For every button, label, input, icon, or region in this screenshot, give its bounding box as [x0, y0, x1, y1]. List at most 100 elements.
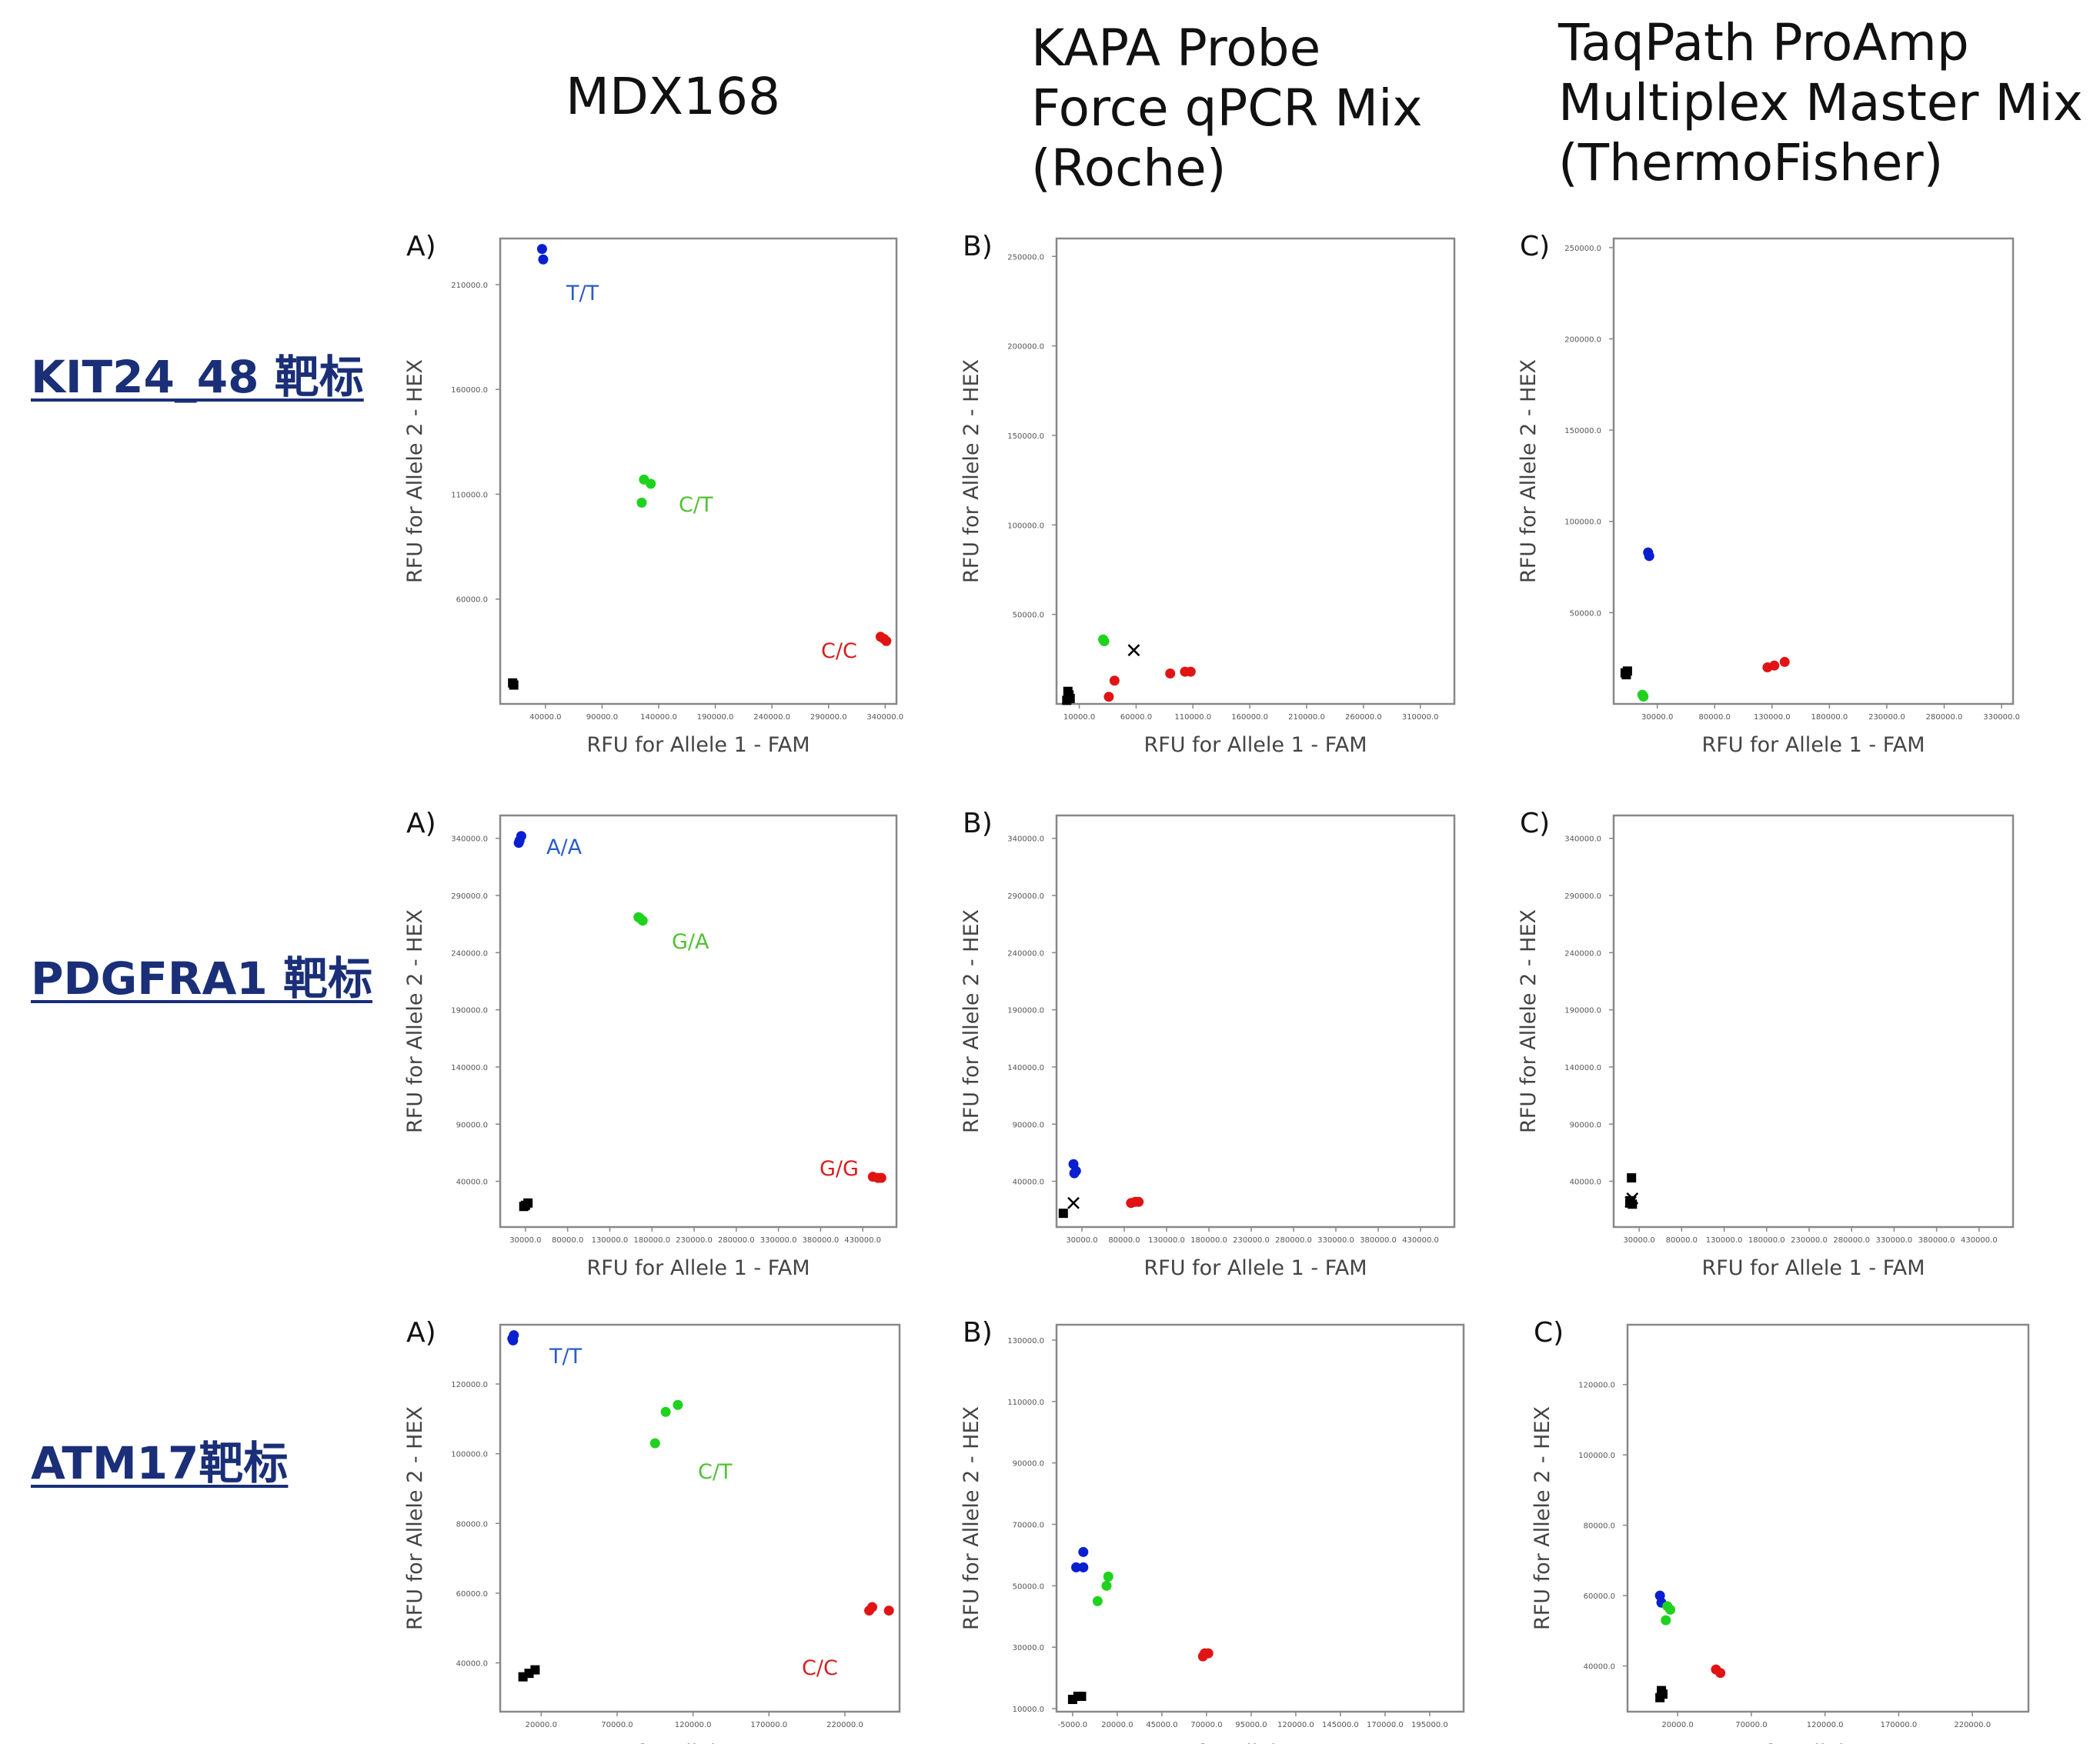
cluster-label: C/C	[802, 1656, 838, 1680]
column-titles: MDX168 KAPA Probe Force qPCR Mix (Roche) Taq…	[566, 13, 2083, 198]
data-point-blue	[1071, 1562, 1082, 1572]
y-tick-label: 240000.0	[451, 949, 488, 958]
x-tick-label: 290000.0	[810, 713, 847, 722]
row-labels: KIT24_48 靶标 PDGFRA1 靶标 ATM17靶标	[31, 351, 372, 1489]
column-title-line: KAPA Probe	[1031, 18, 1320, 78]
x-tick-label: 380000.0	[1360, 1236, 1397, 1245]
row-label: PDGFRA1 靶标	[31, 952, 372, 1005]
panel-letter: B)	[963, 231, 993, 262]
y-tick-label: 200000.0	[1007, 343, 1044, 352]
y-tick-label: 250000.0	[1007, 253, 1044, 262]
data-point-blue	[1070, 1165, 1081, 1176]
scatter-panel: C) 30000.0 80000.0 130000.0 180000.0 230000.0…	[1517, 808, 2015, 1280]
x-tick-label: -5000.0	[1058, 1721, 1088, 1729]
panel-letter: B)	[963, 808, 993, 839]
x-tick-label: 130000.0	[1706, 1236, 1743, 1245]
data-point-red	[1769, 660, 1780, 671]
plot-frame	[499, 1323, 901, 1713]
plot-frame	[1055, 1323, 1465, 1713]
x-axis-title: RFU for Allele 1 - FAM	[1148, 1741, 1371, 1744]
scatter-panel: A) 30000.0 80000.0 130000.0 180000.0 230000.0…	[403, 808, 898, 1280]
row-label: KIT24_48 靶标	[31, 351, 364, 403]
y-tick-label: 120000.0	[1578, 1382, 1615, 1390]
y-axis-title: RFU for Allele 2 - HEX	[960, 1406, 983, 1630]
y-tick-label: 250000.0	[1564, 245, 1601, 253]
data-point-black-square	[1064, 690, 1074, 700]
x-tick-label: 280000.0	[1833, 1236, 1870, 1245]
plot-frame	[1612, 237, 2015, 705]
x-tick-label: 130000.0	[1754, 713, 1791, 722]
y-tick-label: 200000.0	[1564, 335, 1601, 344]
cluster-label: C/T	[698, 1460, 733, 1484]
x-tick-label: 220000.0	[1954, 1721, 1991, 1729]
data-point-red	[881, 635, 892, 646]
y-tick-label: 60000.0	[456, 1590, 488, 1599]
panel-letter: B)	[963, 1317, 993, 1349]
y-tick-label: 140000.0	[1564, 1064, 1601, 1072]
x-tick-label: 195000.0	[1411, 1721, 1448, 1729]
y-axis-title: RFU for Allele 2 - HEX	[1531, 1406, 1554, 1630]
x-tick-label: 180000.0	[1190, 1236, 1227, 1245]
x-tick-label: 430000.0	[1961, 1236, 1998, 1245]
data-point-blue	[508, 1335, 519, 1346]
cluster-label: G/A	[672, 930, 709, 954]
x-tick-label: 280000.0	[718, 1236, 755, 1245]
y-tick-label: 50000.0	[1013, 1582, 1044, 1591]
x-tick-label: 40000.0	[529, 713, 561, 722]
data-point-green	[1092, 1596, 1103, 1606]
x-tick-label: 430000.0	[844, 1236, 881, 1245]
x-tick-label: 330000.0	[760, 1236, 797, 1245]
y-tick-label: 100000.0	[1564, 519, 1601, 527]
panel-letter: A)	[406, 231, 436, 262]
data-point-green	[1101, 1580, 1112, 1591]
scatter-panel: B) 30000.0 80000.0 130000.0 180000.0 230000.0…	[960, 808, 1456, 1280]
x-axis-title: RFU for Allele 1 - FAM	[588, 1741, 811, 1744]
x-tick-label: 95000.0	[1235, 1721, 1267, 1729]
x-tick-label: 160000.0	[1231, 713, 1268, 722]
data-point-red	[1715, 1668, 1726, 1679]
data-point-green	[1638, 692, 1649, 702]
scatter-panel: B) 10000.0 60000.0 110000.0 160000.0 210000.0…	[960, 231, 1456, 757]
x-tick-label: 330000.0	[1317, 1236, 1354, 1245]
plot-frame	[499, 237, 898, 705]
y-tick-label: 190000.0	[451, 1007, 488, 1015]
plot-frame	[1626, 1323, 2030, 1713]
x-tick-label: 180000.0	[1811, 713, 1848, 722]
x-tick-label: 30000.0	[1066, 1236, 1097, 1245]
y-tick-label: 190000.0	[1564, 1007, 1601, 1015]
scatter-panel: C) 30000.0 80000.0 130000.0 180000.0 230000.0…	[1517, 231, 2020, 757]
cluster-label: C/T	[679, 493, 713, 517]
y-axis-title: RFU for Allele 2 - HEX	[403, 359, 427, 583]
x-tick-label: 120000.0	[675, 1721, 712, 1729]
data-point-red	[1103, 692, 1114, 702]
y-tick-label: 90000.0	[1570, 1121, 1601, 1129]
x-tick-label: 310000.0	[1402, 713, 1439, 722]
y-tick-label: 150000.0	[1007, 432, 1044, 441]
y-tick-label: 60000.0	[1584, 1592, 1615, 1601]
y-tick-label: 40000.0	[1013, 1179, 1044, 1187]
data-point-black-square	[1658, 1689, 1668, 1699]
data-point-green	[660, 1406, 671, 1417]
x-tick-label: 280000.0	[1926, 713, 1963, 722]
panel-letter: C)	[1520, 231, 1550, 262]
data-point-red	[1185, 666, 1196, 677]
column-title-line: (ThermoFisher)	[1558, 133, 1943, 192]
x-tick-label: 340000.0	[866, 713, 903, 722]
x-tick-label: 170000.0	[1881, 1721, 1918, 1729]
data-point-blue	[513, 838, 524, 849]
y-tick-label: 140000.0	[1007, 1064, 1044, 1072]
panel-letter: C)	[1520, 808, 1550, 839]
data-point-red	[883, 1606, 894, 1616]
x-tick-label: 80000.0	[1699, 713, 1731, 722]
x-tick-label: 30000.0	[1623, 1236, 1654, 1245]
y-tick-label: 100000.0	[1007, 522, 1044, 530]
y-tick-label: 50000.0	[1570, 609, 1601, 618]
y-tick-label: 40000.0	[1570, 1179, 1601, 1187]
x-tick-label: 260000.0	[1345, 713, 1382, 722]
x-tick-label: 110000.0	[1174, 713, 1211, 722]
plot-frame	[499, 814, 898, 1229]
plot-frame	[1612, 814, 2015, 1229]
y-axis-title: RFU for Allele 2 - HEX	[1517, 909, 1541, 1133]
data-point-red	[1133, 1196, 1144, 1207]
data-point-green	[636, 497, 647, 508]
